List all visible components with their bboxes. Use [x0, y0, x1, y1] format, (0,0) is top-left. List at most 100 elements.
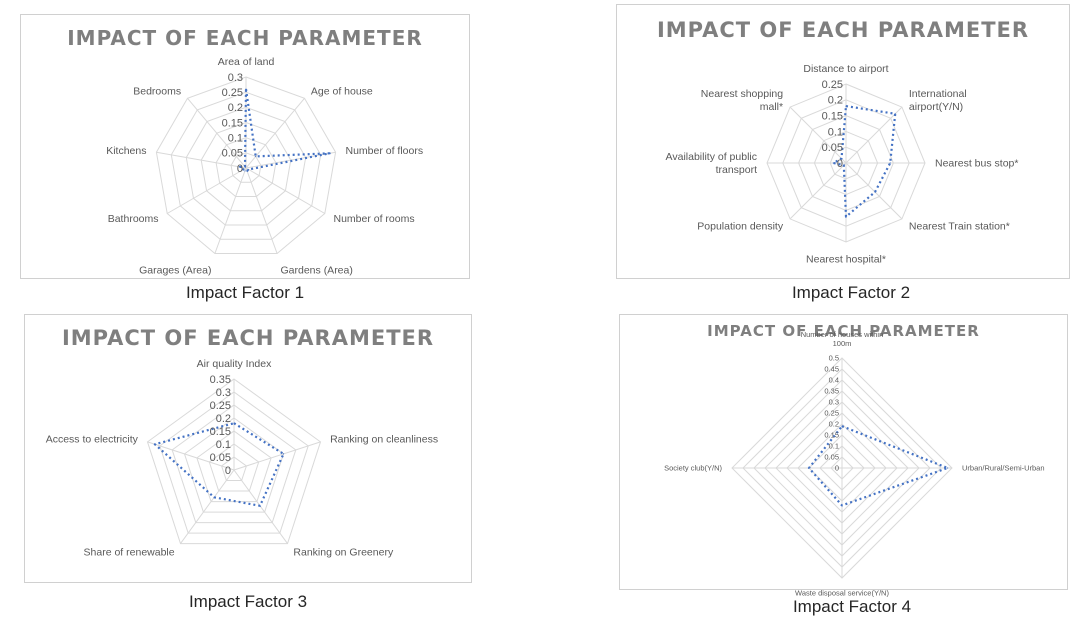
tick-label: 0.15 — [210, 426, 231, 438]
grid-ring — [183, 417, 285, 513]
tick-label: 0.05 — [824, 453, 839, 462]
grid-spoke — [789, 106, 847, 164]
grid-spoke — [845, 106, 903, 164]
category-label: Distance to airport — [803, 63, 888, 75]
data-point — [329, 152, 331, 154]
category-label: Society club(Y/N) — [664, 464, 722, 473]
chart-title: IMPACT OF EACH PARAMETER — [67, 26, 423, 50]
grid-ring — [159, 391, 309, 534]
data-point — [213, 496, 215, 498]
category-label: Nearest shopping mall* — [701, 88, 783, 113]
tick-label: 0.1 — [828, 126, 843, 138]
grid-spoke — [245, 167, 326, 214]
tick-label: 0.25 — [822, 79, 843, 91]
tick-label: 0.05 — [822, 142, 843, 154]
data-point — [845, 216, 847, 218]
category-label: Ranking on cleanliness — [330, 434, 438, 446]
category-label: Age of house — [311, 85, 373, 97]
grid-spoke — [845, 162, 903, 220]
radar-grid — [766, 83, 926, 243]
tick-label: 0 — [237, 163, 243, 175]
grid-ring — [230, 152, 262, 183]
grid-spoke — [156, 151, 247, 169]
category-label: Bedrooms — [133, 85, 181, 97]
data-point — [244, 170, 246, 172]
chart-caption-1: Impact Factor 1 — [185, 283, 305, 302]
radar-chart-panel-1: IMPACT OF EACH PARAMETER 0 0.05 0.1 0.15 0.2… — [20, 14, 470, 279]
data-point — [255, 155, 257, 157]
tick-label: 0.05 — [222, 148, 243, 160]
grid-ring — [185, 106, 307, 226]
grid-ring — [215, 137, 277, 197]
tick-label: 0 — [837, 158, 843, 170]
grid-spoke — [233, 469, 288, 544]
grid-spoke — [180, 469, 235, 544]
radar-chart-panel-2: IMPACT OF EACH PARAMETER 0 0.05 0.1 0.15 0.2… — [616, 4, 1070, 279]
radar-chart-panel-3: IMPACT OF EACH PARAMETER 0 0.05 0.1 0.15 0.2… — [24, 314, 472, 583]
data-point — [845, 105, 847, 107]
category-label: Number of rooms — [334, 213, 415, 225]
radar-chart-3: 00.050.10.150.20.250.30.35 Air quality In… — [46, 358, 438, 558]
grid-spoke — [147, 441, 235, 471]
data-point — [874, 191, 876, 193]
chart-title: IMPACT OF EACH PARAMETER — [61, 326, 435, 350]
data-point — [239, 166, 241, 168]
grid-ring — [170, 91, 322, 240]
tick-label: 0.05 — [210, 452, 231, 464]
tick-label: 0 — [835, 464, 839, 473]
tick-label: 0.3 — [829, 398, 839, 407]
tick-label: 0.25 — [210, 400, 231, 412]
grid-spoke — [187, 97, 247, 169]
grid-spoke — [789, 162, 847, 220]
tick-label: 0.3 — [228, 72, 243, 84]
category-label: Ranking on Greenery — [293, 546, 394, 558]
tick-label: 0.45 — [824, 365, 839, 374]
radar-chart-panel-4: IMPACT OF EACH PARAMETER 0 0.05 0.1 0.15 0.2… — [619, 314, 1068, 598]
category-label: Number of floors — [346, 145, 424, 157]
data-point — [245, 88, 247, 90]
data-point — [233, 422, 235, 424]
radar-grid — [731, 357, 953, 579]
data-point — [832, 162, 834, 164]
tick-label: 0.5 — [829, 354, 839, 363]
tick-label: 0.1 — [829, 442, 839, 451]
grid-ring — [155, 76, 337, 254]
grid-spoke — [233, 441, 321, 471]
tick-label: 0.2 — [829, 420, 839, 429]
category-label: Bathrooms — [108, 213, 159, 225]
tick-label: 0 — [225, 465, 231, 477]
chart-caption-3: Impact Factor 3 — [188, 592, 308, 611]
chart-caption-4: Impact Factor 4 — [792, 597, 912, 616]
chart-title: IMPACT OF EACH PARAMETER — [707, 322, 980, 340]
radar-chart-2: 0 0.05 0.1 0.15 0.2 0.25 Distance to airport In… — [666, 63, 1019, 266]
category-label: Access to electricity — [46, 434, 139, 446]
tick-label: 0.15 — [222, 117, 243, 129]
category-label: Share of renewable — [84, 546, 175, 558]
data-point — [248, 168, 250, 171]
tick-label: 0.4 — [829, 376, 839, 385]
category-label: International airport(Y/N) — [909, 88, 967, 113]
tick-label: 0.3 — [216, 387, 231, 399]
data-point — [889, 162, 891, 164]
data-point — [947, 467, 949, 469]
grid-spoke — [245, 97, 305, 169]
tick-label: 0.15 — [824, 431, 839, 440]
data-point — [154, 443, 156, 445]
data-point — [894, 113, 896, 115]
data-point — [244, 166, 246, 168]
category-label: Garages (Area) — [139, 264, 211, 276]
tick-label: 0.15 — [822, 110, 843, 122]
grid-spoke — [166, 167, 247, 214]
data-point — [259, 505, 261, 507]
grid-ring — [208, 443, 260, 492]
category-label: Area of land — [218, 56, 275, 68]
data-point — [808, 467, 810, 469]
grid-spoke — [214, 167, 247, 254]
category-label: Availability of public transport — [666, 151, 758, 176]
tick-label: 0.1 — [216, 439, 231, 451]
tick-label: 0.1 — [228, 133, 243, 145]
data-point — [840, 157, 843, 160]
grid-ring — [146, 378, 322, 545]
grid-ring — [221, 456, 247, 481]
tick-label: 0.2 — [228, 102, 243, 114]
